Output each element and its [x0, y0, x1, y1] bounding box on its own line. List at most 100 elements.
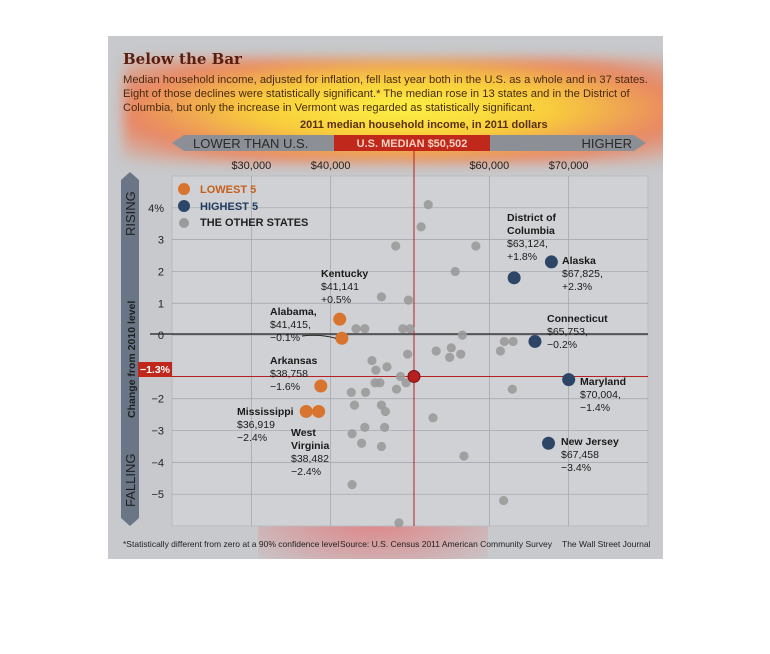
y-tick-label: 3	[158, 235, 164, 247]
annotation-alabama: Alabama,$41,415,−0.1%	[270, 306, 317, 344]
point-arkansas	[314, 379, 328, 393]
legend-lowest-marker	[178, 183, 190, 195]
point-mississippi	[299, 404, 313, 418]
annotation-change: −0.1%	[270, 332, 300, 344]
annotation-kentucky: Kentucky$41,141+0.5%	[321, 268, 368, 306]
other-state-point	[376, 441, 387, 452]
annotation-value: $41,415,	[270, 319, 311, 331]
annotation-name-part: District of	[507, 212, 557, 224]
legend-others-label: THE OTHER STATES	[200, 217, 308, 229]
other-state-point	[347, 480, 357, 490]
annotation-arkansas: Arkansas$38,758−1.6%	[270, 355, 317, 393]
other-state-point	[495, 346, 506, 356]
y-tick-label: 0	[158, 330, 164, 342]
other-state-point	[351, 324, 361, 334]
state-annotations: Kentucky$41,141+0.5%Alabama,$41,415,−0.1…	[237, 212, 626, 478]
point-west-virginia	[312, 404, 326, 418]
point-district-of-columbia	[507, 271, 521, 285]
annotation-name: Alaska	[562, 255, 596, 267]
other-state-point	[499, 495, 509, 506]
annotation-value: $38,758	[270, 368, 308, 380]
annotation-change: +2.3%	[562, 281, 592, 293]
lower-arrow	[172, 135, 334, 151]
other-state-point	[360, 324, 370, 334]
annotation-name-part: West	[291, 427, 316, 439]
source-note: Source: U.S. Census 2011 American Commun…	[340, 539, 552, 549]
rising-label: RISING	[123, 191, 138, 236]
legend-highest-label: HIGHEST 5	[200, 201, 258, 213]
annotation-change: +1.8%	[507, 251, 537, 263]
other-state-point	[360, 422, 370, 432]
x-tick-label: $70,000	[549, 160, 589, 172]
point-kentucky	[333, 312, 347, 326]
other-state-point	[499, 336, 510, 347]
point-alaska	[544, 255, 558, 269]
credit: The Wall Street Journal	[562, 539, 651, 549]
y-tick-label: −4	[151, 457, 164, 469]
other-state-point	[403, 349, 413, 359]
tick-labels: $30,000 $40,000 $60,000 $70,000 4% 3 2 1 0 −2 −3 −4…	[148, 160, 588, 501]
other-state-point	[508, 336, 518, 347]
other-state-point	[446, 343, 456, 353]
other-state-point	[398, 324, 408, 334]
other-state-point	[457, 330, 467, 340]
x-tick-label: $40,000	[311, 160, 351, 172]
x-tick-label: $30,000	[231, 160, 271, 172]
other-state-point	[431, 346, 441, 356]
data-points	[299, 200, 576, 528]
y-tick-label: −2	[151, 394, 164, 406]
other-state-point	[346, 387, 356, 397]
annotation-change: −1.6%	[270, 381, 300, 393]
other-state-point	[391, 241, 401, 251]
annotation-change: −2.4%	[237, 432, 267, 444]
annotation-name: Arkansas	[270, 355, 317, 367]
other-state-point	[507, 384, 517, 394]
annotation-name: Kentucky	[321, 268, 368, 280]
y-tick-label: 2	[158, 266, 164, 278]
annotation-name: Maryland	[580, 376, 626, 388]
annotation-value: $38,482	[291, 453, 329, 465]
legend-lowest-label: LOWEST 5	[200, 184, 256, 196]
annotation-value: $65,753,	[547, 326, 588, 338]
y-tick-label: −5	[151, 489, 164, 501]
annotation-name: Alabama,	[270, 306, 317, 318]
other-state-point	[471, 241, 481, 251]
other-state-point	[367, 355, 377, 366]
annotation-name-part: Virginia	[291, 440, 329, 452]
point-new-jersey	[542, 436, 556, 450]
point-maryland	[562, 373, 576, 387]
us-median-label: U.S. MEDIAN $50,502	[357, 138, 468, 150]
other-state-point	[428, 413, 438, 423]
rising-falling-arrow	[121, 172, 139, 526]
annotation-value: $67,825,	[562, 268, 603, 280]
annotation-change: −2.4%	[291, 466, 321, 478]
annotation-value: $63,124,	[507, 238, 548, 250]
lower-label: LOWER THAN U.S.	[193, 136, 308, 151]
annotation-mississippi: Mississippi$36,919−2.4%	[237, 406, 294, 444]
alabama-leader-line	[301, 334, 337, 339]
x-tick-label: $60,000	[469, 160, 509, 172]
other-state-point	[380, 406, 391, 417]
point-connecticut	[528, 334, 542, 348]
other-state-point	[395, 371, 406, 382]
other-state-point	[370, 378, 380, 388]
footnote: *Statistically different from zero at a …	[123, 539, 340, 549]
y-axis-label: Change from 2010 level	[126, 301, 138, 418]
y-tick-label: 4%	[148, 203, 164, 215]
annotation-name-part: Columbia	[507, 225, 555, 237]
other-state-point	[391, 384, 402, 394]
chart-title: Below the Bar	[123, 50, 242, 68]
annotation-new-jersey: New Jersey$67,458−3.4%	[561, 436, 619, 474]
other-state-point	[349, 400, 360, 410]
us-change-label: −1.3%	[140, 364, 171, 376]
higher-arrow	[490, 135, 646, 151]
other-state-point	[445, 352, 455, 362]
annotation-change: −1.4%	[580, 402, 610, 414]
other-state-point	[376, 292, 387, 302]
other-state-point	[347, 429, 357, 439]
us-median-point	[407, 369, 421, 383]
point-alabama	[335, 331, 349, 345]
annotation-change: +0.5%	[321, 294, 351, 306]
